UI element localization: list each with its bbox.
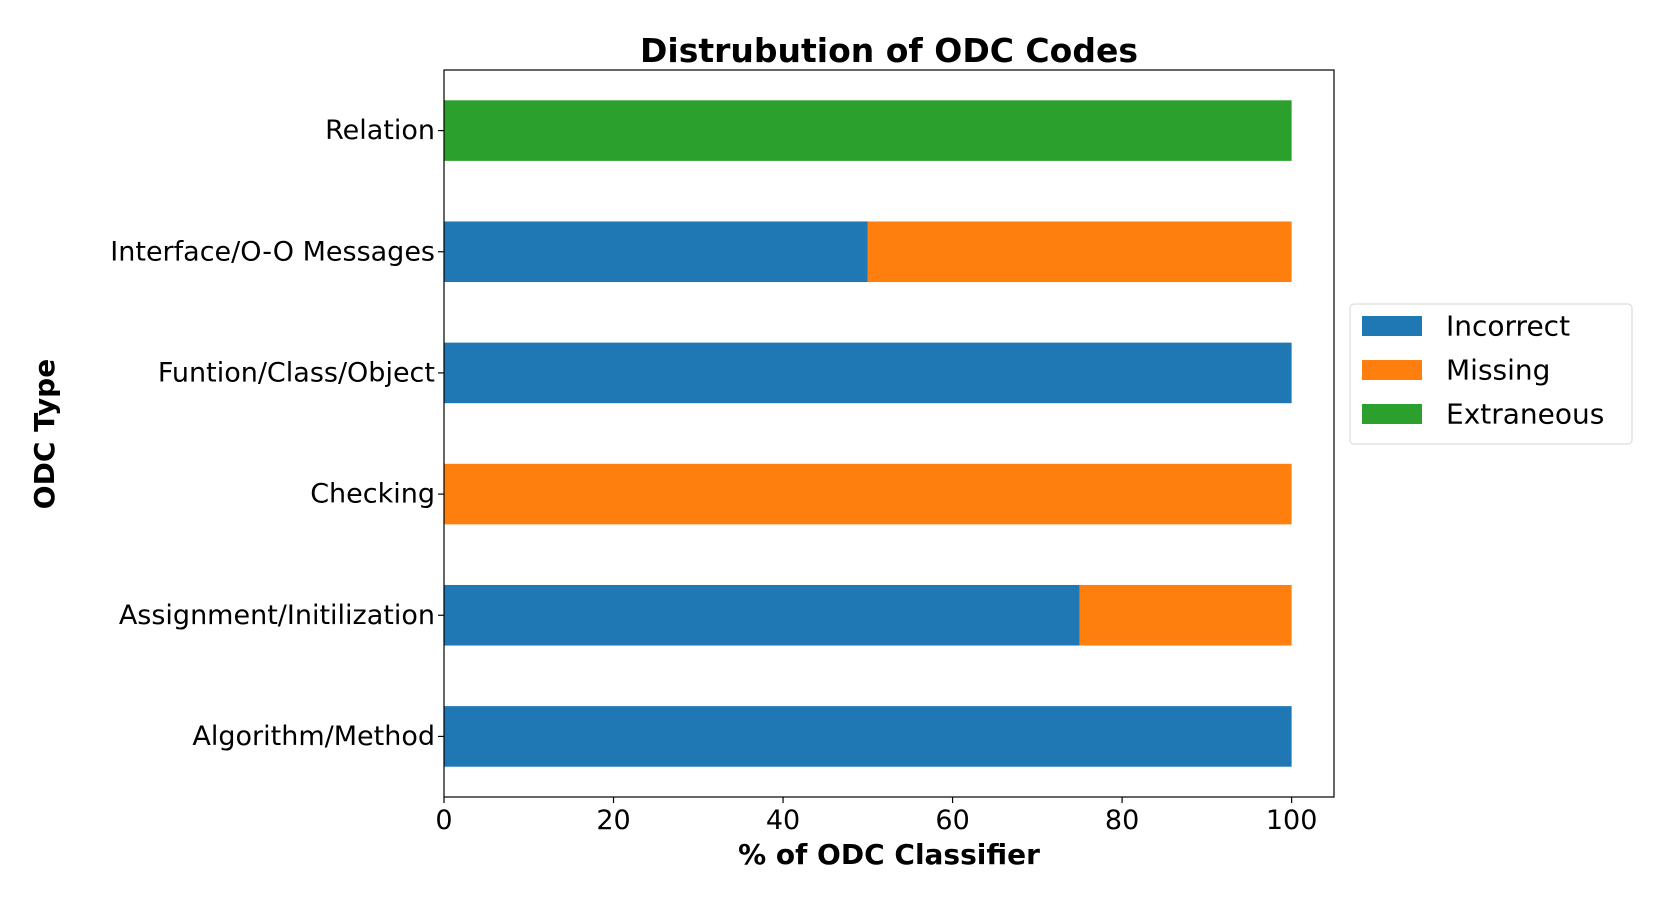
y-tick-label-2: Checking (310, 479, 435, 510)
bar-missing-2 (444, 463, 1292, 525)
bar-incorrect-4 (444, 221, 868, 283)
legend-label-incorrect: Incorrect (1446, 310, 1570, 343)
bar-extraneous-5 (444, 100, 1292, 161)
legend-swatch-missing (1362, 360, 1422, 380)
bar-incorrect-0 (444, 706, 1292, 767)
x-ticks-layer: 0 20 40 60 80 100 (435, 797, 1317, 836)
legend-swatch-incorrect (1362, 316, 1422, 336)
x-tick-label-5: 100 (1266, 805, 1318, 836)
y-tick-label-4: Interface/O-O Messages (110, 236, 435, 267)
legend-swatch-extraneous (1362, 404, 1422, 424)
x-tick-label-1: 20 (596, 805, 630, 836)
legend-label-missing: Missing (1446, 354, 1550, 387)
y-tick-label-5: Relation (325, 115, 435, 146)
bar-missing-1 (1079, 584, 1292, 646)
y-ticks-layer: Algorithm/Method Assignment/Initilization… (110, 115, 444, 752)
plot-frame (443, 69, 1335, 798)
bar-incorrect-1 (444, 584, 1080, 646)
chart-title: Distrubution of ODC Codes (640, 31, 1138, 70)
bar-incorrect-3 (444, 342, 1292, 404)
x-tick-label-4: 80 (1105, 805, 1139, 836)
x-tick-label-0: 0 (435, 805, 452, 836)
y-tick-label-1: Assignment/Initilization (119, 600, 435, 631)
legend-items: Incorrect Missing Extraneous (1362, 310, 1604, 431)
y-axis-label: ODC Type (28, 359, 61, 509)
bars-layer (444, 100, 1292, 767)
x-axis-label: % of ODC Classifier (738, 838, 1040, 871)
y-tick-label-0: Algorithm/Method (192, 721, 435, 752)
bar-missing-4 (867, 221, 1292, 283)
y-tick-label-3: Funtion/Class/Object (158, 357, 435, 388)
legend: Incorrect Missing Extraneous (1349, 303, 1633, 445)
x-tick-label-3: 60 (935, 805, 969, 836)
legend-label-extraneous: Extraneous (1446, 398, 1604, 431)
x-tick-label-2: 40 (766, 805, 800, 836)
